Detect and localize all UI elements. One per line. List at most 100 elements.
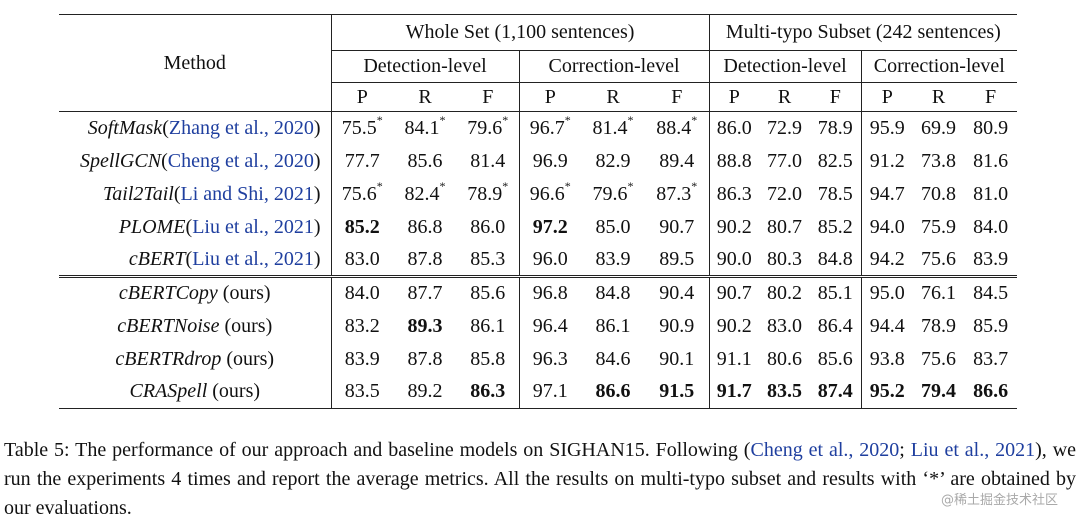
method-header: Method xyxy=(59,14,331,112)
method-cell: cBERTNoise (ours) xyxy=(59,310,331,343)
asterisk-mark: * xyxy=(439,178,446,193)
cell-value: 85.9 xyxy=(973,314,1009,337)
cell-value: 78.5 xyxy=(817,182,853,205)
value-cell: 86.8 xyxy=(393,211,457,244)
value-cell: 85.2 xyxy=(810,211,861,244)
cell-value: 84.6 xyxy=(595,347,631,370)
method-citation[interactable]: Li and Shi, 2021 xyxy=(180,182,314,205)
value-cell: 88.4* xyxy=(645,112,709,145)
value-cell: 75.6 xyxy=(913,244,964,277)
asterisk-mark: * xyxy=(691,113,698,128)
whole-detection-header: Detection-level xyxy=(330,50,519,83)
metric-header-f: F xyxy=(671,85,683,108)
cell-value: 97.2 xyxy=(532,215,568,238)
method-citation[interactable]: Cheng et al., 2020 xyxy=(167,149,314,172)
asterisk-mark: * xyxy=(627,178,634,193)
multi-correction-header: Correction-level xyxy=(860,50,1018,83)
metric-header-p: P xyxy=(518,82,581,112)
caption-cite-cheng[interactable]: Cheng et al., 2020 xyxy=(750,439,900,461)
value-cell: 79.6* xyxy=(457,112,519,145)
cell-value: 83.5 xyxy=(344,380,380,403)
value-cell: 89.3 xyxy=(393,310,457,343)
value-cell: 83.2 xyxy=(330,309,393,343)
asterisk-mark: * xyxy=(502,113,509,128)
caption-text-3: ), we run the experiments 4 times and re… xyxy=(4,439,1077,519)
whole-set-header: Whole Set (1,100 sentences) xyxy=(330,14,710,51)
cell-value: 85.2 xyxy=(817,215,853,238)
cell-value: 78.9 xyxy=(921,314,957,337)
value-cell: 87.3* xyxy=(645,178,709,211)
value-cell: 90.1 xyxy=(645,343,709,376)
table-row: cBERTRdrop (ours) 83.9 87.8 85.8 96.3 84.6 90.… xyxy=(59,342,1017,376)
value-cell: 90.7 xyxy=(708,276,760,310)
metric-header-r: R xyxy=(606,85,620,108)
cell-value: 88.8 xyxy=(716,149,752,172)
cell-value: 81.4 xyxy=(592,116,628,139)
value-cell: 85.0 xyxy=(581,211,645,244)
cell-value: 81.6 xyxy=(973,149,1009,172)
table-row: PLOME(Liu et al., 2021) 85.2 86.8 86.0 97.2 8… xyxy=(59,210,1017,244)
metric-header-r: R xyxy=(931,85,946,108)
value-cell: 94.2 xyxy=(860,243,914,277)
value-cell: 78.9 xyxy=(810,112,861,145)
cell-value: 90.0 xyxy=(716,247,752,270)
value-cell: 96.6* xyxy=(518,177,581,211)
cell-value: 79.6 xyxy=(592,182,628,205)
cell-value: 95.0 xyxy=(869,282,905,305)
value-cell: 85.1 xyxy=(810,277,861,310)
cell-value: 85.0 xyxy=(595,215,631,238)
asterisk-mark: * xyxy=(627,113,634,128)
cell-value: 81.4 xyxy=(470,149,506,172)
value-cell: 84.1* xyxy=(393,112,457,145)
value-cell: 85.6 xyxy=(457,277,519,310)
cell-value: 94.4 xyxy=(869,314,905,337)
asterisk-mark: * xyxy=(691,178,698,193)
method-citation[interactable]: Zhang et al., 2020 xyxy=(168,116,314,139)
caption-cite-liu[interactable]: Liu et al., 2021 xyxy=(910,439,1036,461)
cell-value: 83.9 xyxy=(344,347,380,370)
method-name: SoftMask xyxy=(87,116,163,139)
method-cell: SoftMask(Zhang et al., 2020) xyxy=(87,116,321,139)
value-cell: 87.8 xyxy=(393,343,457,376)
value-cell: 80.9 xyxy=(964,112,1017,145)
table-row: cBERT(Liu et al., 2021) 83.0 87.8 85.3 96.0 8… xyxy=(59,243,1017,277)
cell-value: 80.3 xyxy=(767,247,803,270)
cell-value: 83.0 xyxy=(767,314,803,337)
cell-value: 80.7 xyxy=(767,215,803,238)
cell-value: 90.7 xyxy=(716,282,752,305)
value-cell: 77.7 xyxy=(330,144,393,178)
value-cell: 96.7* xyxy=(518,111,581,145)
method-cell: cBERTCopy (ours) xyxy=(59,277,331,310)
cell-value: 89.4 xyxy=(659,149,695,172)
cell-value: 90.2 xyxy=(716,215,752,238)
value-cell: 73.8 xyxy=(913,145,964,178)
value-cell: 80.2 xyxy=(759,277,810,310)
value-cell: 83.9 xyxy=(581,244,645,277)
cell-value: 82.5 xyxy=(817,149,853,172)
cell-value: 86.3 xyxy=(716,182,752,205)
cell-value: 87.8 xyxy=(407,347,443,370)
value-cell: 95.9 xyxy=(860,111,914,145)
value-cell: 86.0 xyxy=(457,211,519,244)
cell-value: 80.6 xyxy=(767,347,803,370)
method-citation[interactable]: Liu et al., 2021 xyxy=(192,215,314,238)
cell-value: 91.1 xyxy=(716,347,752,370)
value-cell: 70.8 xyxy=(913,178,964,211)
value-cell: 82.5 xyxy=(810,145,861,178)
cell-value: 83.9 xyxy=(595,247,631,270)
cell-value: 75.6 xyxy=(341,182,377,205)
cell-value: 85.8 xyxy=(470,347,506,370)
metric-header-p: P xyxy=(860,82,914,112)
method-citation[interactable]: Liu et al., 2021 xyxy=(192,247,314,270)
caption-text-1: Table 5: The performance of our approach… xyxy=(4,439,751,461)
value-cell: 85.3 xyxy=(457,244,519,277)
value-cell: 97.2 xyxy=(518,210,581,244)
value-cell: 72.9 xyxy=(759,112,810,145)
cell-value: 80.2 xyxy=(767,282,803,305)
value-cell: 82.9 xyxy=(581,145,645,178)
cell-value: 78.9 xyxy=(467,182,503,205)
cell-value: 94.7 xyxy=(869,182,905,205)
value-cell: 84.5 xyxy=(964,277,1017,310)
value-cell: 89.4 xyxy=(645,145,709,178)
